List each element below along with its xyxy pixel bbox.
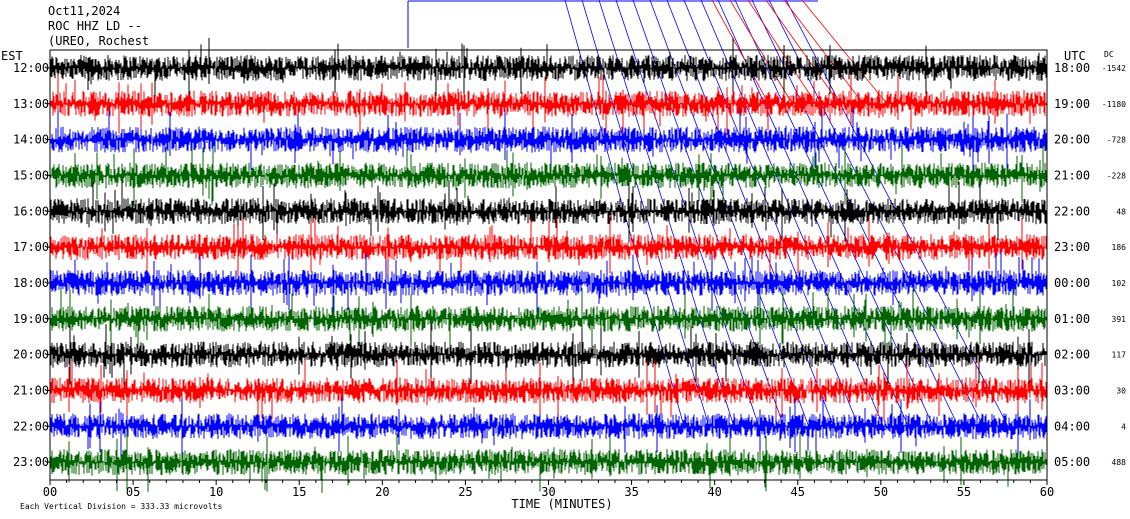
x-tick-label: 00 [43,485,57,499]
utc-hour-label: 03:00 [1054,383,1090,397]
est-hour-label: 13:00 [13,97,49,111]
est-hour-label: 15:00 [13,168,49,182]
x-tick-label: 60 [1040,485,1054,499]
x-tick-label: 35 [624,485,638,499]
dc-offset-label: 102 [1112,279,1127,288]
station-label: ROC HHZ LD -- [48,19,142,33]
utc-hour-label: 23:00 [1054,240,1090,254]
dc-offset-label: -228 [1107,171,1126,180]
x-tick-label: 05 [126,485,140,499]
utc-hour-label: 18:00 [1054,61,1090,75]
x-tick-label: 10 [209,485,223,499]
dc-offset-label: 186 [1112,243,1127,252]
seismic-trace-1200 [49,37,1048,99]
dc-offset-label: 4 [1121,422,1126,431]
utc-hour-label: 04:00 [1054,419,1090,433]
utc-hour-label: 01:00 [1054,312,1090,326]
location-label: (UREO, Rochest [48,34,150,48]
x-tick-label: 20 [375,485,389,499]
utc-hour-label: 02:00 [1054,348,1090,362]
overflow-line [729,0,797,111]
utc-hour-label: 21:00 [1054,168,1090,182]
utc-hour-label: 05:00 [1054,455,1090,469]
utc-hour-label: 22:00 [1054,204,1090,218]
dc-offset-label: -1180 [1102,100,1126,109]
seismic-trace-1300 [49,73,1048,135]
x-tick-label: 50 [874,485,888,499]
est-axis-title: EST [1,49,23,63]
dc-offset-label: 30 [1116,386,1126,395]
est-hour-label: 16:00 [13,204,49,218]
est-hour-label: 21:00 [13,383,49,397]
x-tick-label: 25 [458,485,472,499]
dc-offset-label: 488 [1112,458,1127,467]
dc-offset-label: -728 [1107,136,1126,145]
utc-hour-label: 00:00 [1054,276,1090,290]
utc-axis-title: UTC [1064,49,1086,63]
scale-footer-note: Each Vertical Division = 333.33 microvol… [20,502,222,511]
overflow-line [711,0,773,111]
dc-offset-label: 117 [1112,351,1127,360]
overflow-line [765,0,845,111]
dc-offset-label: 48 [1116,207,1126,216]
seismic-trace-1400 [49,108,1048,171]
est-hour-label: 17:00 [13,240,49,254]
overflow-line [783,0,869,111]
utc-hour-label: 19:00 [1054,97,1090,111]
utc-hour-label: 20:00 [1054,133,1090,147]
x-tick-label: 40 [707,485,721,499]
dc-offset-label: 391 [1112,315,1127,324]
seismic-trace-2000 [49,323,1048,386]
x-tick-label: 55 [957,485,971,499]
est-hour-label: 19:00 [13,312,49,326]
dc-column-title: DC [1104,50,1114,59]
date-label: Oct11,2024 [48,4,121,18]
seismic-trace-2100 [49,359,1048,422]
est-hour-label: 18:00 [13,276,49,290]
est-hour-label: 22:00 [13,419,49,433]
x-tick-label: 45 [791,485,805,499]
est-hour-label: 14:00 [13,133,49,147]
overflow-bracket [407,0,818,48]
x-tick-label: 30 [541,485,555,499]
est-hour-label: 20:00 [13,348,49,362]
x-tick-label: 15 [292,485,306,499]
est-hour-label: 23:00 [13,455,49,469]
est-hour-label: 12:00 [13,61,49,75]
dc-offset-label: -1542 [1102,64,1126,73]
seismic-trace-1500 [49,144,1048,206]
overflow-line [801,0,893,111]
x-axis-title: TIME (MINUTES) [511,497,612,511]
